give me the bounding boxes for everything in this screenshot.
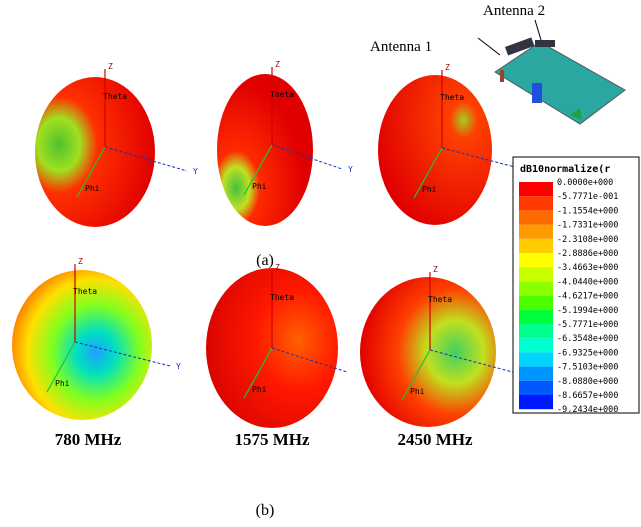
antenna1-label: Antenna 1 [370, 39, 432, 55]
z-label: Z [433, 265, 438, 274]
theta-label: Theta [270, 90, 294, 99]
legend-swatch [519, 352, 553, 367]
legend-label: -4.0440e+000 [557, 277, 618, 287]
y-axis [441, 147, 535, 173]
legend-swatch [519, 380, 553, 395]
y-label: Y [348, 165, 353, 174]
pattern [217, 74, 313, 226]
y-axis [271, 144, 343, 170]
phi-axis [413, 147, 443, 199]
legend-swatch [519, 210, 553, 225]
phi-label: Phi [410, 387, 425, 396]
legend-title: dB10normalize(r [520, 163, 610, 175]
legend-label: -5.7771e+000 [557, 320, 618, 330]
pattern [378, 75, 492, 225]
legend-swatch [519, 253, 553, 268]
legend-swatch [519, 238, 553, 253]
legend-label: -2.8886e+000 [557, 249, 618, 259]
legend-swatch [519, 309, 553, 324]
legend-label: -9.2434e+000 [557, 405, 618, 415]
legend-swatch [519, 267, 553, 282]
phi-label: Phi [85, 184, 100, 193]
legend-swatch [519, 295, 553, 310]
legend-label: -5.7771e-001 [557, 192, 618, 202]
legend-label: -3.4663e+000 [557, 263, 618, 273]
y-label: Y [176, 362, 181, 371]
legend-label: -4.6217e+000 [557, 292, 618, 302]
caption-b: (b) [256, 502, 275, 519]
phi-label: Phi [252, 182, 267, 191]
theta-label: Theta [428, 295, 452, 304]
legend-label: -6.3548e+000 [557, 334, 618, 344]
y-axis [104, 146, 188, 172]
z-label: Z [275, 60, 280, 69]
frequency-label: 1575 MHz [234, 430, 310, 449]
legend-label: -6.9325e+000 [557, 348, 618, 358]
phi-label: Phi [55, 379, 70, 388]
phi-label: Phi [422, 185, 437, 194]
pattern [360, 277, 496, 427]
theta-label: Theta [270, 293, 294, 302]
legend-label: -1.1554e+000 [557, 206, 618, 216]
theta-label: Theta [103, 92, 127, 101]
pattern-plots: Z Theta Y Phi Z Theta Y Phi Z Theta Phi Z Theta Y Phi Z… [12, 60, 535, 428]
phi-label: Phi [252, 385, 267, 394]
legend-label: -7.5103e+000 [557, 363, 618, 373]
phi-axis [401, 349, 431, 401]
legend-swatch [519, 338, 553, 353]
legend-swatch [519, 182, 553, 197]
z-label: Z [445, 63, 450, 72]
legend-swatch [519, 395, 553, 410]
antenna2-label: Antenna 2 [483, 3, 545, 19]
legend-label: -1.7331e+000 [557, 221, 618, 231]
phi-axis [243, 144, 273, 196]
color-legend: dB10normalize(r 0.0000e+000 -5.7771e-001 -… [512, 156, 640, 415]
theta-label: Theta [440, 93, 464, 102]
legend-label: -2.3108e+000 [557, 235, 618, 245]
legend-swatch [519, 366, 553, 381]
z-label: Z [78, 257, 83, 266]
phi-axis [46, 341, 76, 393]
legend-label: 0.0000e+000 [557, 178, 613, 188]
legend-swatch [519, 224, 553, 239]
phi-axis [76, 146, 106, 198]
y-label: Y [193, 167, 198, 176]
frequency-label: 2450 MHz [397, 430, 473, 449]
caption-a: (a) [256, 252, 274, 269]
z-label: Z [275, 263, 280, 272]
y-axis [74, 341, 171, 367]
y-axis [271, 347, 348, 373]
legend-label: -8.6657e+000 [557, 391, 618, 401]
legend-swatch [519, 324, 553, 339]
pattern [12, 270, 152, 420]
legend-swatch [519, 281, 553, 296]
legend-label: -8.0880e+000 [557, 377, 618, 387]
y-axis [429, 349, 521, 375]
phi-axis [243, 347, 273, 399]
antenna-inset: Antenna 2 Antenna 1 [370, 3, 626, 125]
legend-swatch [519, 196, 553, 211]
z-label: Z [108, 62, 113, 71]
pattern [35, 77, 155, 227]
frequency-label: 780 MHz [55, 430, 122, 449]
legend-label: -5.1994e+000 [557, 306, 618, 316]
theta-label: Theta [73, 287, 97, 296]
